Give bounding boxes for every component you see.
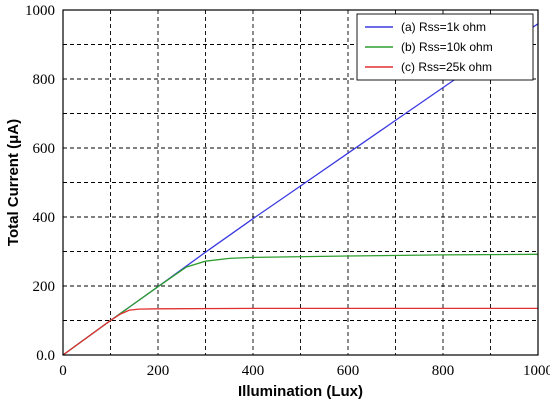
x-axis-label: Illumination (Lux) (238, 383, 363, 400)
x-tick-label: 400 (242, 363, 265, 379)
x-axis-ticks: 0 200 400 600 800 1000 (59, 363, 550, 379)
legend-label: (c) Rss=25k ohm (401, 60, 492, 74)
legend-label: (a) Rss=1k ohm (401, 20, 486, 34)
series-line-c (62, 307, 538, 356)
x-tick-label: 200 (147, 363, 170, 379)
plot-frame (62, 9, 539, 356)
y-tick-label: 200 (33, 279, 56, 295)
legend-label: (b) Rss=10k ohm (401, 40, 493, 54)
grid-lines (63, 10, 538, 355)
y-axis-label: Total Current (μA) (5, 119, 22, 246)
x-tick-label: 1000 (523, 363, 550, 379)
y-tick-label: 600 (33, 141, 56, 157)
legend: (a) Rss=1k ohm (b) Rss=10k ohm (c) Rss=25k… (356, 13, 534, 81)
x-tick-label: 0 (59, 363, 67, 379)
x-tick-label: 600 (337, 363, 360, 379)
series-line-b (62, 253, 539, 356)
y-axis-ticks: 0.0 200 400 600 800 1000 (25, 3, 55, 364)
y-tick-label: 0.0 (36, 348, 55, 364)
y-tick-label: 1000 (25, 3, 55, 19)
y-tick-label: 800 (33, 72, 56, 88)
y-tick-label: 400 (33, 210, 56, 226)
x-tick-label: 800 (432, 363, 455, 379)
